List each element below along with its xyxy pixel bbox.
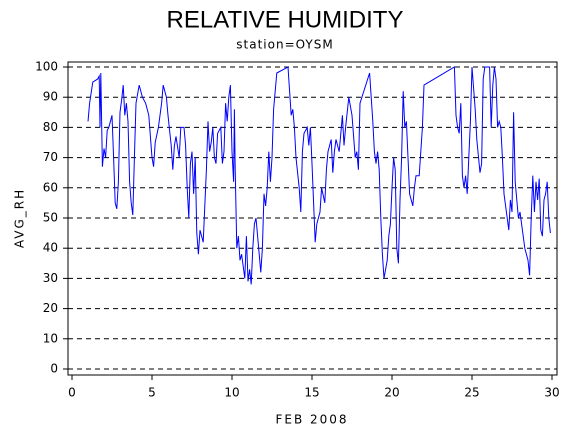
y-tick-label: 10: [43, 331, 58, 345]
x-tick-label: 10: [224, 386, 239, 400]
x-tick-label: 25: [464, 386, 479, 400]
x-axis-label: FEB 2008: [275, 413, 348, 427]
y-tick-label: 100: [35, 60, 58, 74]
data-line: [87, 66, 551, 285]
y-tick-label: 80: [43, 120, 58, 134]
y-tick-label: 20: [43, 301, 58, 315]
y-tick-label: 40: [43, 241, 58, 255]
y-tick-label: 0: [50, 362, 58, 376]
y-tick-label: 30: [43, 271, 58, 285]
x-tick-label: 5: [148, 386, 156, 400]
x-tick-label: 20: [384, 386, 399, 400]
y-tick-label: 50: [43, 211, 58, 225]
x-tick-label: 15: [304, 386, 319, 400]
x-tick-label: 0: [68, 386, 76, 400]
chart-subtitle: station=OYSM: [236, 38, 333, 52]
y-tick-label: 60: [43, 180, 58, 194]
y-tick-label: 90: [43, 90, 58, 104]
y-tick-label: 70: [43, 150, 58, 164]
y-axis-label: AVG_RH: [13, 188, 27, 248]
chart-title: RELATIVE HUMIDITY: [167, 6, 404, 33]
x-tick-label: 30: [544, 386, 559, 400]
